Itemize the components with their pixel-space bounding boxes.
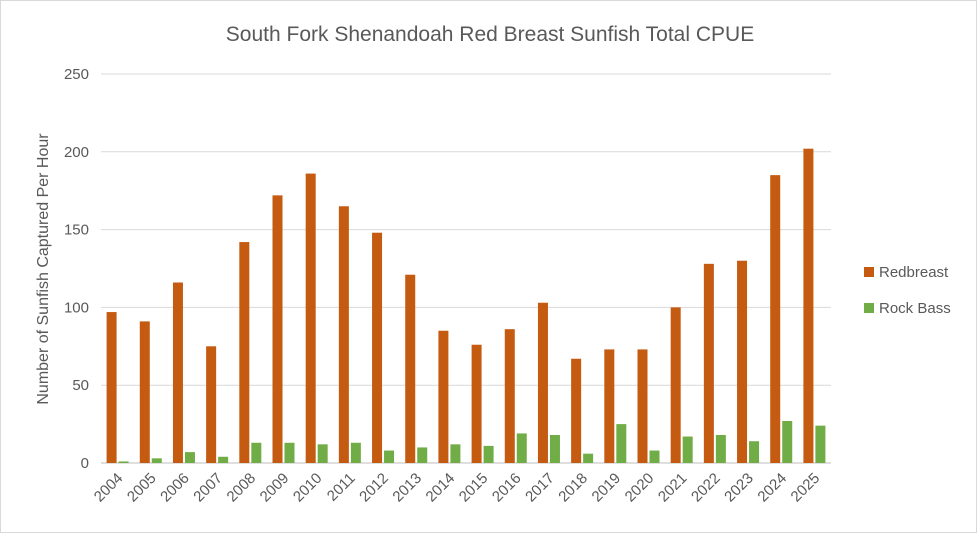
bar-rock-bass-2009 [284, 442, 295, 463]
x-tick-label-2025: 2025 [788, 470, 824, 506]
bar-redbreast-2024 [770, 175, 781, 463]
bar-rock-bass-2020 [649, 450, 660, 463]
bar-redbreast-2010 [305, 173, 316, 464]
bar-redbreast-2009 [272, 195, 283, 464]
x-tick-label-2017: 2017 [522, 470, 558, 506]
bar-rock-bass-2015 [483, 445, 494, 463]
bar-redbreast-2008 [239, 242, 250, 463]
x-tick-label-2013: 2013 [389, 470, 425, 506]
x-tick-label-2018: 2018 [555, 470, 591, 506]
x-tick-label-2009: 2009 [257, 470, 293, 506]
x-tick-labels: 2004200520062007200820092010201120122013… [91, 470, 823, 506]
bar-rock-bass-2017 [549, 434, 560, 463]
bar-redbreast-2011 [338, 206, 349, 463]
x-tick-label-2016: 2016 [489, 470, 525, 506]
bar-redbreast-2006 [172, 282, 183, 463]
y-tick-label-150: 150 [64, 222, 89, 239]
bar-redbreast-2021 [670, 307, 681, 463]
bar-rock-bass-2019 [616, 424, 627, 463]
x-tick-label-2022: 2022 [688, 470, 724, 506]
bar-rock-bass-2021 [682, 436, 693, 463]
bar-rock-bass-2025 [815, 425, 826, 463]
legend: Redbreast Rock Bass [864, 264, 951, 317]
y-tick-label-50: 50 [72, 377, 89, 394]
bar-redbreast-2014 [438, 330, 449, 463]
bar-rock-bass-2004 [118, 461, 129, 463]
bar-redbreast-2018 [571, 358, 582, 463]
legend-label-redbreast: Redbreast [879, 264, 949, 281]
legend-label-rock-bass: Rock Bass [879, 300, 951, 317]
bar-rock-bass-2014 [450, 444, 461, 463]
x-tick-label-2015: 2015 [456, 470, 492, 506]
x-tick-label-2021: 2021 [655, 470, 691, 506]
bar-redbreast-2023 [737, 260, 748, 463]
bar-redbreast-2005 [139, 321, 150, 463]
x-tick-label-2020: 2020 [622, 470, 658, 506]
bar-rock-bass-2024 [782, 420, 793, 463]
y-tick-label-0: 0 [81, 455, 89, 472]
bar-rock-bass-2008 [251, 442, 262, 463]
bar-rock-bass-2013 [417, 447, 428, 463]
bars [106, 148, 826, 464]
bar-rock-bass-2022 [715, 434, 726, 463]
bar-rock-bass-2011 [350, 442, 361, 463]
bar-redbreast-2007 [206, 346, 217, 463]
legend-swatch-redbreast [864, 267, 874, 277]
bar-rock-bass-2016 [516, 433, 527, 463]
bar-redbreast-2017 [537, 302, 548, 463]
bar-rock-bass-2005 [151, 458, 162, 463]
bar-redbreast-2020 [637, 349, 648, 463]
x-tick-label-2007: 2007 [190, 470, 226, 506]
x-tick-label-2011: 2011 [324, 470, 359, 505]
legend-swatch-rock-bass [864, 303, 874, 313]
bar-redbreast-2015 [471, 344, 482, 463]
bar-rock-bass-2007 [218, 456, 229, 463]
x-tick-label-2019: 2019 [589, 470, 625, 506]
x-tick-label-2012: 2012 [356, 470, 392, 506]
bar-rock-bass-2018 [583, 453, 594, 463]
bar-rock-bass-2023 [749, 441, 760, 463]
x-tick-label-2014: 2014 [423, 470, 459, 506]
bar-rock-bass-2006 [184, 452, 195, 463]
bar-redbreast-2012 [372, 232, 383, 463]
x-tick-label-2005: 2005 [124, 470, 160, 506]
bar-redbreast-2004 [106, 312, 117, 463]
y-tick-labels: 0 50 100 150 200 250 [64, 66, 89, 472]
bar-rock-bass-2010 [317, 444, 328, 463]
x-tick-label-2008: 2008 [224, 470, 260, 506]
bar-redbreast-2019 [604, 349, 615, 463]
x-tick-label-2006: 2006 [157, 470, 193, 506]
x-tick-label-2010: 2010 [290, 470, 326, 506]
bar-redbreast-2025 [803, 148, 814, 464]
bar-rock-bass-2012 [384, 450, 395, 463]
y-axis-title: Number of Sunfish Captured Per Hour [35, 133, 52, 405]
x-tick-label-2023: 2023 [721, 470, 757, 506]
chart-title: South Fork Shenandoah Red Breast Sunfish… [226, 23, 754, 46]
x-tick-label-2004: 2004 [91, 470, 127, 506]
y-tick-label-250: 250 [64, 66, 89, 83]
y-tick-label-200: 200 [64, 144, 89, 161]
y-tick-label-100: 100 [64, 299, 89, 316]
bar-redbreast-2016 [504, 329, 515, 463]
x-tick-label-2024: 2024 [754, 470, 790, 506]
bar-redbreast-2013 [405, 274, 416, 463]
bar-redbreast-2022 [703, 263, 714, 463]
